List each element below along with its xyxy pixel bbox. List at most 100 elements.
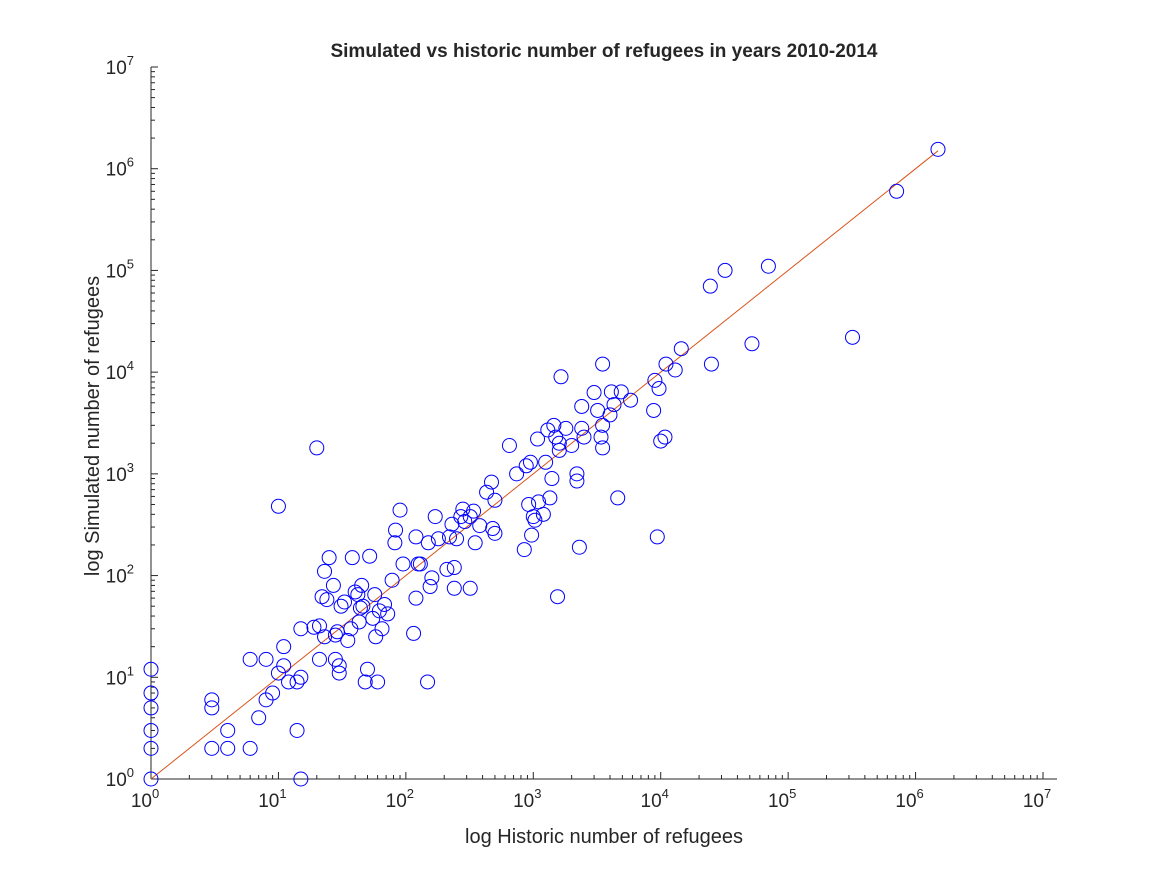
data-point	[647, 372, 663, 388]
x-tick-label: 106	[895, 786, 923, 812]
data-point	[408, 590, 424, 606]
data-point	[311, 651, 327, 667]
data-point	[466, 503, 482, 519]
data-point	[760, 258, 776, 274]
data-point	[289, 722, 305, 738]
data-point	[362, 548, 378, 564]
data-point	[845, 329, 861, 345]
y-tick-label: 103	[106, 460, 134, 486]
data-point	[574, 398, 590, 414]
data-point	[359, 661, 375, 677]
data-point	[270, 665, 286, 681]
data-point	[293, 621, 309, 637]
data-point	[602, 407, 618, 423]
x-tick-label: 105	[768, 786, 796, 812]
data-point	[276, 639, 292, 655]
data-point	[516, 542, 532, 558]
data-point	[427, 509, 443, 525]
data-point	[571, 539, 587, 555]
data-point	[610, 490, 626, 506]
data-point	[392, 502, 408, 518]
data-point	[333, 598, 349, 614]
data-point	[530, 431, 546, 447]
data-point	[406, 625, 422, 641]
fit-line-group	[150, 150, 939, 780]
y-tick-label: 105	[106, 256, 134, 282]
data-point	[509, 466, 525, 482]
data-point	[143, 685, 159, 701]
x-tick-label: 101	[258, 786, 286, 812]
data-point	[744, 336, 760, 352]
data-point	[444, 516, 460, 532]
data-point	[595, 356, 611, 372]
data-point	[518, 458, 534, 474]
data-point	[593, 429, 609, 445]
data-point	[531, 494, 547, 510]
data-point	[653, 433, 669, 449]
data-point	[377, 596, 393, 612]
y-tick-label: 102	[106, 562, 134, 588]
y-tick-label: 100	[106, 765, 134, 791]
data-point	[673, 341, 689, 357]
data-point	[525, 509, 541, 525]
data-point	[544, 471, 560, 487]
data-point	[143, 700, 159, 716]
data-point	[569, 473, 585, 489]
data-point	[293, 669, 309, 685]
data-point	[340, 632, 356, 648]
x-tick-label: 100	[131, 786, 159, 812]
data-point	[420, 674, 436, 690]
data-point	[422, 579, 438, 595]
data-point	[449, 531, 465, 547]
data-point	[251, 710, 267, 726]
data-point	[540, 422, 556, 438]
data-point	[412, 556, 428, 572]
data-point	[623, 392, 639, 408]
data-point	[613, 384, 629, 400]
data-point	[651, 381, 667, 397]
data-point	[558, 420, 574, 436]
data-point	[242, 740, 258, 756]
data-point	[551, 435, 567, 451]
data-point	[351, 614, 367, 630]
data-point	[306, 619, 322, 635]
data-point	[457, 514, 473, 530]
data-point	[441, 529, 457, 545]
data-point	[467, 535, 483, 551]
y-axis-label: log Simulated number of refugees	[82, 276, 104, 576]
data-point	[370, 674, 386, 690]
data-points	[143, 141, 946, 787]
y-tick-label: 107	[106, 53, 134, 79]
data-point	[524, 527, 540, 543]
data-point	[439, 561, 455, 577]
data-point	[576, 429, 592, 445]
data-point	[276, 658, 292, 674]
data-point	[535, 506, 551, 522]
data-point	[317, 629, 333, 645]
x-tick-label: 103	[513, 786, 541, 812]
data-point	[501, 438, 517, 454]
data-point	[270, 498, 286, 514]
data-point	[293, 771, 309, 787]
data-point	[646, 402, 662, 418]
data-point	[553, 369, 569, 385]
fit-line	[150, 150, 939, 780]
data-point	[930, 141, 946, 157]
data-point	[265, 685, 281, 701]
data-point	[380, 606, 396, 622]
data-point	[220, 722, 236, 738]
data-point	[446, 580, 462, 596]
data-point	[479, 484, 495, 500]
data-point	[420, 535, 436, 551]
data-point	[314, 589, 330, 605]
data-point	[408, 529, 424, 545]
data-point	[606, 397, 622, 413]
data-point	[569, 466, 585, 482]
x-tick-label: 107	[1023, 786, 1051, 812]
data-point	[546, 417, 562, 433]
data-point	[658, 356, 674, 372]
data-point	[331, 665, 347, 681]
data-point	[527, 512, 543, 528]
data-point	[289, 674, 305, 690]
data-point	[374, 621, 390, 637]
